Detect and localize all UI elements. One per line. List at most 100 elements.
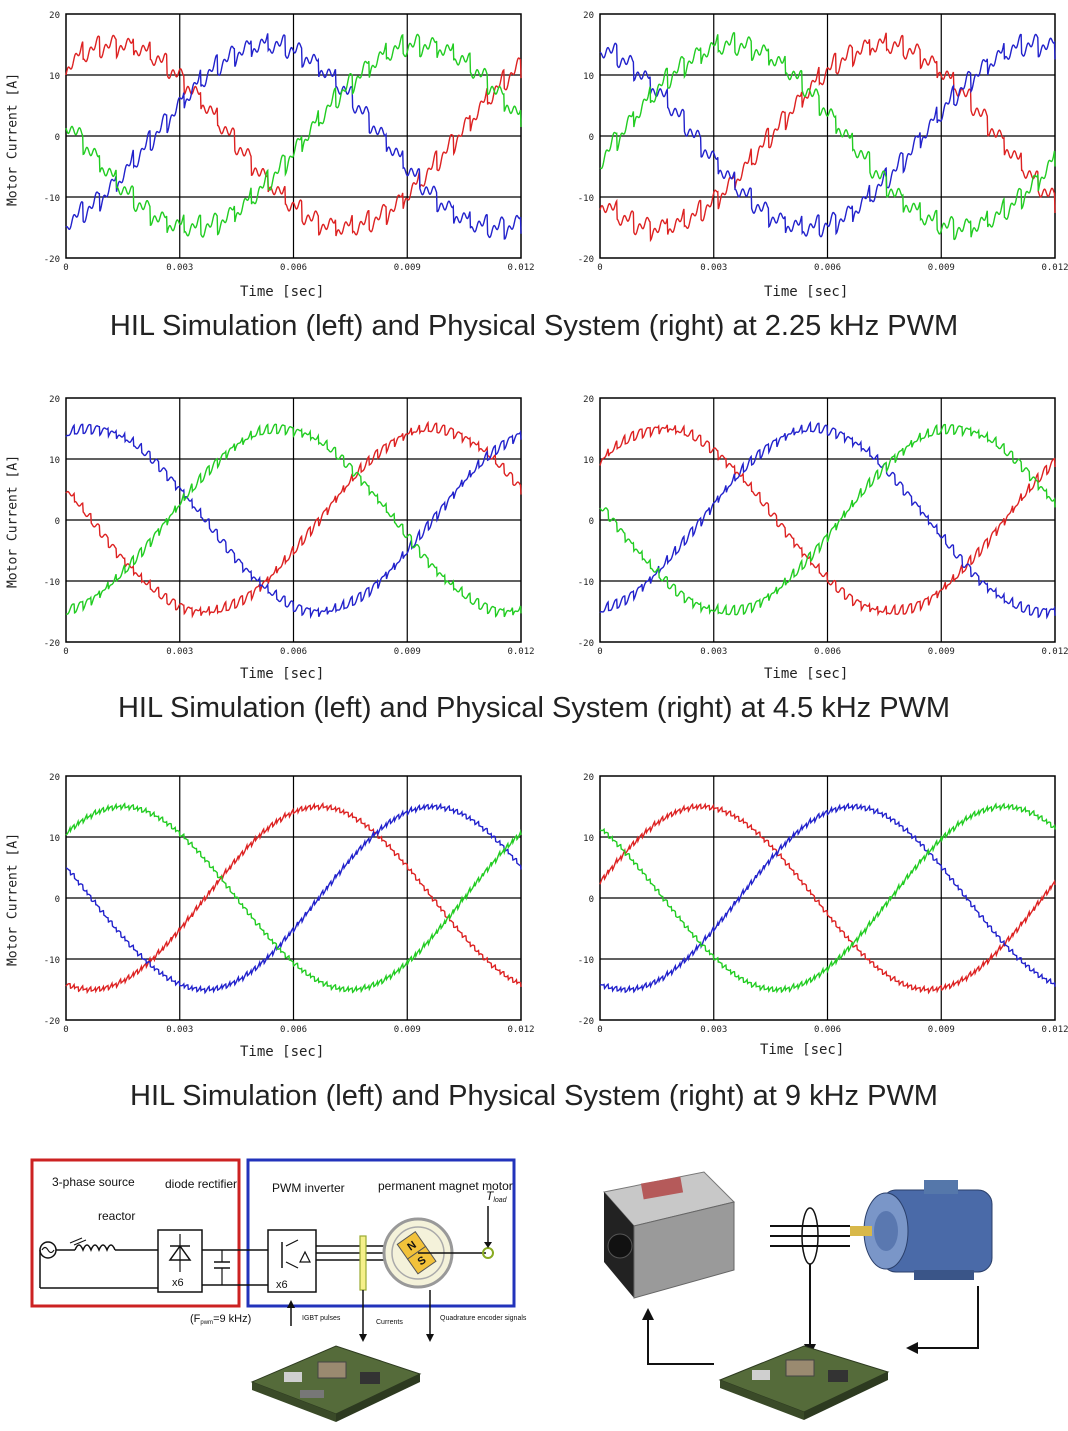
x-tick-label: 0: [597, 263, 602, 273]
source-rectifier-box: [30, 1158, 241, 1308]
series-line-red: [65, 420, 522, 619]
x-axis-label: Time [sec]: [764, 284, 849, 300]
x-tick-label: 0.006: [280, 263, 307, 273]
x-tick-label: 0: [63, 263, 68, 273]
circuit-svg: 3-phase source reactor diode rectifier P…: [30, 1158, 527, 1422]
y-tick-label: -10: [44, 578, 60, 588]
series-line-red: [599, 32, 1056, 243]
y-tick-label: 10: [583, 834, 594, 844]
y-tick-label: -20: [44, 639, 60, 649]
y-tick-label: -10: [578, 956, 594, 966]
plot-2-right: 0 0.003 0.006 0.009 0.012 20 10 0 -10 -20 Time [s…: [534, 384, 1068, 694]
y-axis-label: Motor Current [A]: [5, 454, 21, 589]
x-axis-label: Time [sec]: [240, 284, 325, 300]
series-line-blue: [599, 33, 1056, 238]
current-sensor: [359, 1235, 367, 1291]
plot-2-left: 0 0.003 0.006 0.009 0.012 20 10 0 -10 -20 Motor C…: [0, 384, 540, 694]
inverter-label: PWM inverter: [272, 1181, 345, 1195]
source-label: 3-phase source: [52, 1175, 135, 1189]
series-line-red: [65, 34, 522, 237]
y-tick-label: 0: [55, 895, 60, 905]
y-tick-label: 0: [589, 133, 594, 143]
inverter-mult: x6: [276, 1279, 288, 1291]
y-tick-label: 20: [583, 395, 594, 405]
x-tick-label: 0.003: [166, 1025, 193, 1035]
x-tick-label: 0.006: [814, 647, 841, 657]
plot-svg: 0 0.003 0.006 0.009 0.012 20 10 0 -10 -20: [578, 773, 1068, 1035]
series-line-green: [599, 31, 1056, 241]
y-tick-label: -20: [578, 1017, 594, 1027]
reactor-coil-icon: [74, 1244, 116, 1253]
y-tick-label: 10: [583, 72, 594, 82]
plot-svg: 0 0.003 0.006 0.009 0.012 20 10 0 -10 -20: [578, 11, 1068, 273]
x-tick-label: 0.009: [394, 1025, 421, 1035]
y-tick-label: 20: [583, 773, 594, 783]
physical-svg: [603, 1171, 993, 1420]
x-tick-label: 0.009: [928, 263, 955, 273]
caption-9khz: HIL Simulation (left) and Physical Syste…: [130, 1080, 938, 1112]
y-tick-label: 20: [49, 773, 60, 783]
y-tick-label: 10: [583, 456, 594, 466]
y-tick-label: 20: [49, 11, 60, 21]
y-tick-label: 0: [589, 895, 594, 905]
y-tick-label: 10: [49, 834, 60, 844]
motor-image: [850, 1180, 993, 1280]
encoder-label: Quadrature encoder signals: [440, 1315, 527, 1322]
x-tick-label: 0.009: [394, 647, 421, 657]
x-tick-label: 0.012: [507, 263, 534, 273]
hil-board-image: [250, 1345, 422, 1422]
y-tick-label: 0: [55, 133, 60, 143]
y-tick-label: -20: [578, 255, 594, 265]
reactor-label: reactor: [98, 1209, 135, 1223]
x-tick-label: 0.003: [700, 1025, 727, 1035]
x-tick-label: 0.003: [700, 263, 727, 273]
series-line-red: [599, 802, 1056, 995]
inverter-unit-image: [603, 1171, 735, 1299]
x-tick-label: 0: [63, 1025, 68, 1035]
y-tick-label: -10: [578, 578, 594, 588]
plot-3-left: 0 0.003 0.006 0.009 0.012 20 10 0 -10 -20 Motor C…: [0, 762, 540, 1072]
x-tick-label: 0.012: [507, 647, 534, 657]
series-line-green: [65, 423, 522, 618]
plot-3-right: 0 0.003 0.006 0.009 0.012 20 10 0 -10 -20 Time [s…: [534, 762, 1068, 1072]
series-line-blue: [65, 423, 522, 620]
x-tick-label: 0: [597, 1025, 602, 1035]
y-tick-label: 20: [583, 11, 594, 21]
x-axis-label: Time [sec]: [240, 1044, 325, 1060]
y-tick-label: 0: [589, 517, 594, 527]
series-line-green: [599, 423, 1056, 616]
series-line-green: [599, 802, 1056, 994]
series-line-red: [599, 424, 1056, 617]
y-tick-label: -10: [44, 194, 60, 204]
y-tick-label: -20: [578, 639, 594, 649]
series-line-blue: [599, 420, 1056, 620]
x-tick-label: 0: [63, 647, 68, 657]
series-line-blue: [65, 802, 522, 995]
plot-svg: 0 0.003 0.006 0.009 0.012 20 10 0 -10 -20: [44, 773, 535, 1035]
fpwm-label: (Fpwm=9 kHz): [190, 1313, 251, 1326]
x-axis-label: Time [sec]: [760, 1042, 845, 1058]
series-line-blue: [599, 802, 1056, 994]
igbt-label: IGBT pulses: [302, 1315, 341, 1322]
x-tick-label: 0.003: [700, 647, 727, 657]
caption-4-5khz: HIL Simulation (left) and Physical Syste…: [117, 692, 951, 724]
y-tick-label: 10: [49, 72, 60, 82]
motor-label: permanent magnet motor: [378, 1179, 513, 1193]
x-tick-label: 0.012: [507, 1025, 534, 1035]
inverter-motor-box: [246, 1158, 516, 1308]
plot-1-right: 0 0.003 0.006 0.009 0.012 20 10 0 -10 -20 Time [s…: [534, 0, 1068, 310]
y-tick-label: -20: [44, 255, 60, 265]
inverter-block: [267, 1229, 317, 1293]
hil-board-image: [718, 1345, 890, 1420]
rectifier-mult: x6: [172, 1277, 184, 1289]
x-axis-label: Time [sec]: [764, 666, 849, 682]
x-tick-label: 0.009: [394, 263, 421, 273]
x-tick-label: 0.006: [814, 263, 841, 273]
y-axis-label: Motor Current [A]: [5, 832, 21, 967]
tload-label: Tload: [486, 1189, 508, 1204]
y-tick-label: 20: [49, 395, 60, 405]
x-tick-label: 0.006: [280, 1025, 307, 1035]
hil-circuit-diagram: 3-phase source reactor diode rectifier P…: [0, 1150, 534, 1426]
caption-2-25khz: HIL Simulation (left) and Physical Syste…: [109, 310, 959, 342]
x-tick-label: 0.009: [928, 1025, 955, 1035]
